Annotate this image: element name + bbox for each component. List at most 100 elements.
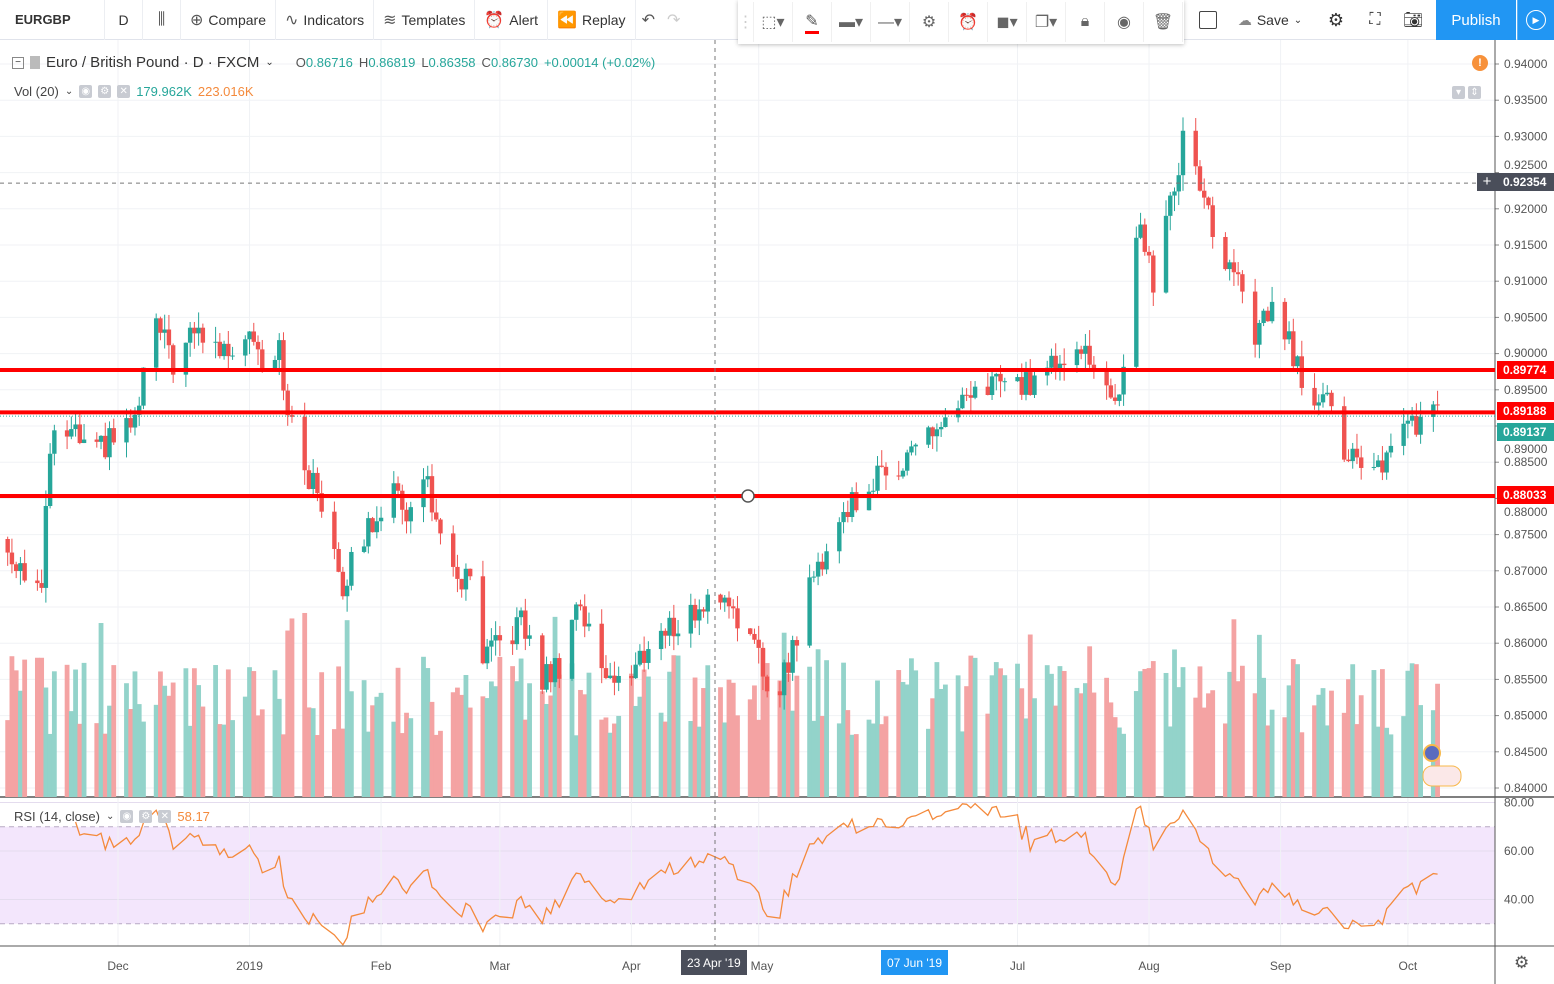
candle-body xyxy=(64,430,70,437)
indicators-button[interactable]: ∿ Indicators xyxy=(276,0,375,40)
select-area-button[interactable]: ⬚▾ xyxy=(754,2,793,42)
volume-bar xyxy=(675,655,681,797)
snapshot-button[interactable]: 📷︎ xyxy=(1394,10,1432,30)
volume-bar xyxy=(853,734,859,797)
volume-bar xyxy=(883,716,889,797)
hide-button[interactable]: ◉ xyxy=(1105,2,1144,42)
volume-bar xyxy=(879,724,885,797)
candle-body xyxy=(137,405,142,415)
fullscreen-button[interactable]: ⛶ xyxy=(1356,11,1394,29)
interval-button[interactable]: D xyxy=(105,0,143,40)
line-width-button[interactable]: ▬▾ xyxy=(832,2,871,42)
volume-bar xyxy=(896,670,902,797)
scale-buttons[interactable]: ▾ ⇕ xyxy=(1452,86,1481,99)
volume-bar xyxy=(637,696,643,797)
chevron-down-icon[interactable]: ⌄ xyxy=(105,811,115,822)
candle-body xyxy=(450,533,456,567)
volume-bar xyxy=(955,675,961,797)
gear-icon[interactable]: ⚙ xyxy=(139,810,153,823)
candle-body xyxy=(1354,448,1360,458)
line-color-button[interactable]: ✎ xyxy=(793,2,832,42)
volume-label[interactable]: Vol (20) xyxy=(14,84,59,99)
candle-body xyxy=(998,373,1003,382)
candle-body xyxy=(701,609,706,612)
volume-bar xyxy=(942,684,948,797)
eye-icon[interactable]: ◉ xyxy=(79,85,93,98)
collapse-icon[interactable]: − xyxy=(12,56,24,69)
settings-button[interactable]: ⚙ xyxy=(910,2,949,42)
symbol-title[interactable]: Euro / British Pound · D · FXCM xyxy=(46,54,260,71)
line-price-label: 0.89774 xyxy=(1497,361,1554,379)
layout-button[interactable] xyxy=(1192,11,1224,30)
arrows-updown-icon[interactable]: ⇕ xyxy=(1468,86,1481,99)
redo-button[interactable]: ↷ xyxy=(661,0,686,40)
candle-body xyxy=(1329,392,1334,407)
volume-bar xyxy=(13,670,19,797)
lock-button[interactable]: 🔒︎ xyxy=(1066,2,1105,42)
add-plus-button[interactable]: + xyxy=(1477,173,1497,191)
symbol-legend: − Euro / British Pound · D · FXCM ⌄ O 0.8… xyxy=(12,54,655,71)
play-button[interactable]: ▶ xyxy=(1517,0,1554,40)
candle-body xyxy=(94,439,99,442)
undo-button[interactable]: ↶ xyxy=(636,0,661,40)
warning-icon[interactable]: ! xyxy=(1472,55,1488,71)
candle-body xyxy=(39,583,44,588)
candle-body xyxy=(1414,415,1419,435)
volume-bar xyxy=(276,698,282,797)
volume-bar xyxy=(544,703,549,797)
candle-body xyxy=(786,662,791,673)
rsi-label[interactable]: RSI (14, close) xyxy=(14,809,100,824)
chevron-down-icon[interactable]: ⌄ xyxy=(64,86,74,97)
line-width-icon: ▬▾ xyxy=(838,14,864,31)
templates-label: Templates xyxy=(401,11,466,28)
price-chart[interactable]: 0.94000 0.93500 0.93000 0.92500 0.92000 0.915… xyxy=(0,40,1554,984)
publish-button[interactable]: Publish xyxy=(1436,0,1516,40)
time-tick-label: Sep xyxy=(1270,959,1292,973)
gear-icon: ⚙ xyxy=(1327,9,1345,30)
volume-bar xyxy=(989,675,995,797)
clone-button[interactable]: ❐▾ xyxy=(1027,2,1066,42)
candle-body xyxy=(1435,404,1440,406)
axis-settings-button[interactable]: ⚙ xyxy=(1514,953,1530,972)
candle-body xyxy=(824,551,829,570)
eye-icon[interactable]: ◉ xyxy=(120,810,134,823)
candle-body xyxy=(1053,355,1058,369)
symbol-search[interactable]: EURGBP xyxy=(0,0,105,40)
candle-body xyxy=(480,576,486,664)
line-drag-handle[interactable] xyxy=(741,489,755,503)
gear-icon[interactable]: ⚙ xyxy=(98,85,112,98)
close-icon[interactable]: ✕ xyxy=(117,85,131,98)
drag-handle[interactable]: ⋮ xyxy=(738,2,754,42)
line-style-button[interactable]: —▾ xyxy=(871,2,910,42)
chevron-down-icon[interactable]: ⌄ xyxy=(265,57,274,68)
volume-bar xyxy=(875,680,880,797)
time-tick-label: Aug xyxy=(1138,959,1159,973)
close-icon[interactable]: ✕ xyxy=(158,810,172,823)
volume-bar xyxy=(247,667,252,797)
volume-bar xyxy=(1401,716,1407,797)
delete-button[interactable]: 🗑︎ xyxy=(1144,2,1183,42)
bring-front-button[interactable]: ◼▾ xyxy=(988,2,1027,42)
replay-button[interactable]: ⏪ Replay xyxy=(548,0,636,40)
candle-body xyxy=(1087,345,1092,365)
volume-bar xyxy=(22,659,28,797)
price-tick-label: 0.85000 xyxy=(1504,709,1548,723)
templates-button[interactable]: ≋ Templates xyxy=(374,0,476,40)
compare-button[interactable]: ⊕ Compare xyxy=(181,0,276,40)
volume-bar xyxy=(1413,664,1419,797)
arrow-down-icon[interactable]: ▾ xyxy=(1452,86,1465,99)
right-toolbar: ☁ Save ⌄ ⚙ ⛶ 📷︎ xyxy=(1192,0,1432,40)
volume-bar xyxy=(964,686,969,797)
candle-body xyxy=(820,561,825,570)
save-button[interactable]: ☁ Save ⌄ xyxy=(1224,12,1316,29)
chart-type-button[interactable]: ⫼ xyxy=(143,0,181,40)
add-alert-button[interactable]: ⏰ xyxy=(949,2,988,42)
volume-bar xyxy=(1324,725,1330,797)
chart-settings-button[interactable]: ⚙ xyxy=(1316,10,1356,31)
volume-bar xyxy=(1231,619,1237,797)
alert-button[interactable]: ⏰ Alert xyxy=(475,0,549,40)
volume-bar xyxy=(408,718,414,797)
volume-bar xyxy=(1227,671,1233,797)
volume-bar xyxy=(548,695,554,797)
volume-bar xyxy=(1138,671,1143,797)
